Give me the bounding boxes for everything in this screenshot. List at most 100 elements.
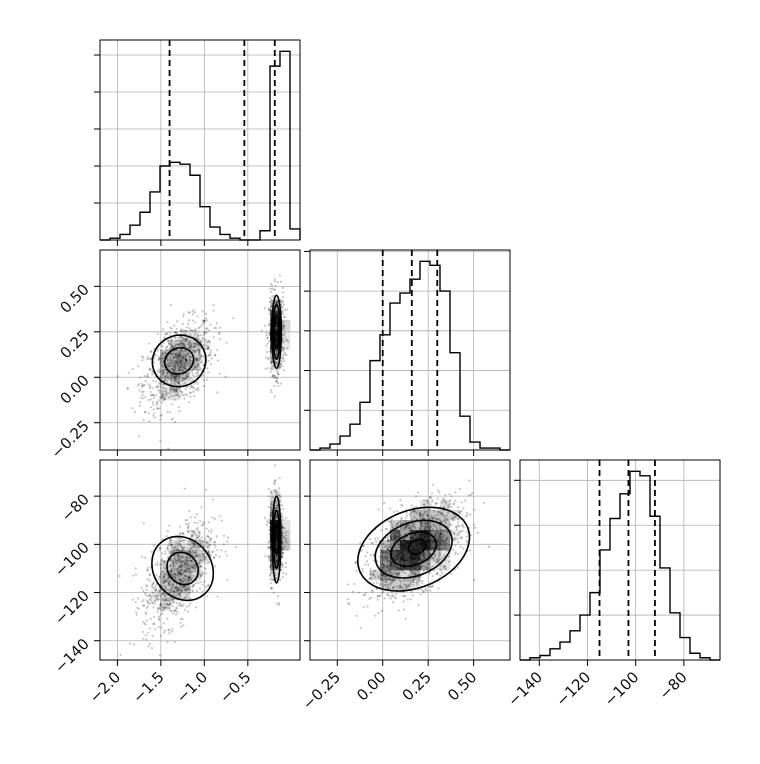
scatter-point [190, 356, 193, 359]
histogram-bin [580, 615, 590, 660]
scatter-point [435, 518, 438, 521]
scatter-point [190, 546, 193, 549]
scatter-point [168, 632, 171, 635]
scatter-point [161, 592, 165, 595]
scatter-point [168, 331, 171, 334]
scatter-point [188, 359, 192, 362]
scatter-point [272, 365, 275, 368]
scatter-point [282, 329, 285, 332]
scatter-point [268, 514, 272, 517]
scatter-point [180, 359, 183, 362]
scatter-point [166, 348, 169, 352]
scatter-point [276, 298, 279, 302]
density-cell [410, 580, 421, 591]
scatter-point [180, 568, 183, 571]
scatter-point [388, 587, 391, 591]
scatter-point [195, 589, 199, 592]
scatter-point [281, 286, 285, 289]
scatter-point [164, 377, 167, 380]
scatter-point [283, 351, 287, 354]
scatter-point [413, 522, 416, 525]
scatter-point [189, 559, 192, 562]
scatter-point [193, 367, 196, 370]
scatter-point [203, 321, 206, 324]
scatter-point [180, 369, 183, 372]
scatter-point [185, 574, 188, 578]
scatter-point [211, 551, 214, 554]
scatter-point [199, 575, 203, 578]
scatter-point [179, 363, 182, 366]
scatter-point [386, 587, 389, 590]
scatter-point [167, 576, 170, 579]
scatter-point [424, 526, 428, 529]
scatter-point [212, 336, 215, 339]
scatter-point [277, 384, 280, 388]
scatter-point [453, 532, 456, 535]
x-tick-label: −0.5 [216, 668, 254, 706]
scatter-point [172, 376, 176, 380]
scatter-point [187, 568, 190, 571]
scatter-point [403, 594, 406, 597]
scatter-point [407, 574, 410, 577]
scatter-point [283, 537, 286, 540]
y-tick-label: −140 [51, 635, 93, 677]
scatter-point [282, 325, 286, 328]
x-tick-label: −0.25 [299, 668, 344, 713]
scatter-point [188, 356, 191, 359]
scatter-point [273, 294, 276, 297]
scatter-point [194, 550, 197, 553]
scatter-point [439, 541, 443, 544]
histogram-step-line [520, 470, 720, 661]
scatter-point [180, 625, 183, 628]
scatter-point [185, 566, 188, 569]
scatter-point [429, 527, 432, 530]
scatter-point [213, 517, 217, 520]
scatter-point [440, 547, 443, 550]
scatter-point [177, 343, 180, 346]
scatter-point [274, 360, 277, 364]
scatter-point [371, 590, 374, 593]
scatter-point [172, 370, 176, 373]
scatter-point [386, 583, 389, 586]
scatter-point [186, 373, 189, 376]
scatter-point [430, 516, 433, 519]
scatter-point [172, 364, 175, 367]
scatter-point [175, 561, 178, 564]
scatter-point [444, 539, 447, 542]
scatter-point [362, 544, 365, 547]
scatter-point [160, 364, 163, 367]
scatter-point [173, 331, 176, 334]
scatter-point [200, 536, 203, 539]
scatter-point [147, 602, 150, 605]
scatter-point [163, 575, 166, 579]
scatter-point [192, 566, 195, 570]
scatter-point [183, 562, 186, 565]
scatter-point [182, 556, 185, 559]
scatter-point [187, 352, 190, 356]
scatter-point [454, 544, 457, 547]
scatter-point [272, 591, 275, 594]
scatter-point [383, 597, 386, 600]
scatter-point [203, 561, 206, 564]
scatter-point [196, 359, 199, 362]
scatter-point [270, 560, 273, 563]
scatter-point [218, 514, 221, 518]
scatter-point [425, 566, 429, 570]
scatter-point [169, 382, 173, 386]
scatter-point [275, 504, 278, 508]
scatter-point [436, 517, 439, 521]
scatter-point [413, 516, 416, 519]
scatter-point [142, 589, 145, 592]
scatter-point [177, 369, 180, 372]
scatter-point [457, 524, 460, 527]
scatter-point [269, 506, 272, 509]
scatter-point [202, 364, 205, 367]
scatter-point [176, 358, 179, 362]
scatter-point [182, 358, 186, 361]
scatter-point [443, 547, 446, 550]
scatter-point [386, 536, 389, 539]
scatter-point [397, 543, 400, 547]
contour-line [407, 538, 427, 555]
scatter-point [179, 368, 182, 371]
scatter-point [157, 615, 161, 619]
